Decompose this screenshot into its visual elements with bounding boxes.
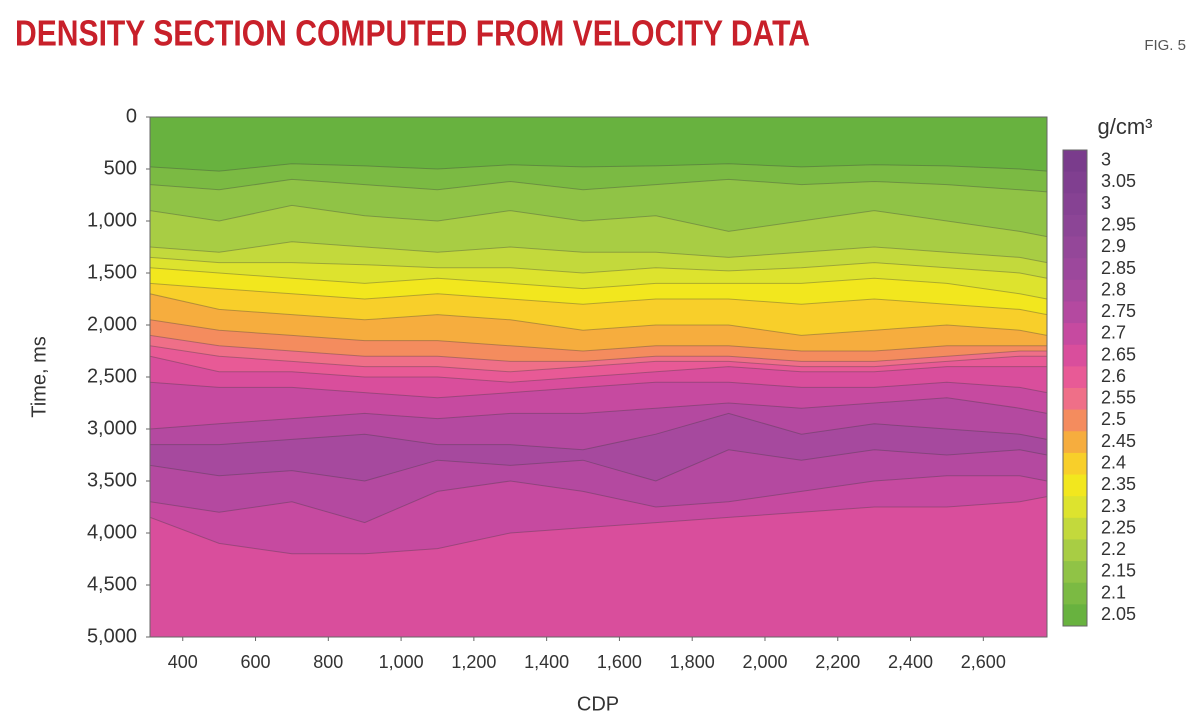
x-tick-label: 1,800 [670, 652, 715, 672]
contour-line [150, 449, 1047, 482]
colorbar-tick-label: 2.5 [1101, 409, 1126, 429]
x-tick-label: 2,600 [961, 652, 1006, 672]
y-tick-label: 5,000 [87, 625, 137, 647]
colorbar-swatch [1063, 517, 1087, 540]
colorbar-tick-label: 3 [1101, 150, 1111, 170]
colorbar-swatch [1063, 496, 1087, 519]
y-tick-label: 2,500 [87, 365, 137, 387]
colorbar-tick-label: 2.7 [1101, 323, 1126, 343]
x-tick-label: 2,200 [815, 652, 860, 672]
x-axis-label: CDP [577, 693, 619, 715]
colorbar-swatch [1063, 171, 1087, 194]
colorbar-swatch [1063, 193, 1087, 216]
colorbar-tick-label: 2.75 [1101, 301, 1136, 321]
colorbar-tick-label: 2.9 [1101, 236, 1126, 256]
colorbar-swatch [1063, 150, 1087, 173]
colorbar-swatch [1063, 474, 1087, 497]
colorbar-tick-label: 2.6 [1101, 366, 1126, 386]
colorbar-tick-label: 2.4 [1101, 452, 1126, 472]
contour-line [150, 412, 1047, 451]
y-tick-label: 0 [126, 105, 137, 127]
y-tick-label: 1,500 [87, 261, 137, 283]
figure-label: FIG. 5 [1144, 37, 1186, 54]
colorbar-swatch [1063, 604, 1087, 627]
colorbar-swatch [1063, 452, 1087, 476]
y-tick-label: 3,000 [87, 417, 137, 439]
y-tick-label: 500 [104, 157, 137, 179]
chart-title: DENSITY SECTION COMPUTED FROM VELOCITY D… [15, 13, 810, 54]
colorbar-label: g/cm³ [1098, 114, 1153, 139]
contour-band [150, 413, 1047, 481]
colorbar-tick-label: 2.05 [1101, 604, 1136, 624]
contour-line [150, 241, 1047, 264]
colorbar-swatch [1063, 279, 1087, 302]
colorbar-swatch [1063, 388, 1087, 411]
y-tick-label: 3,500 [87, 469, 137, 491]
colorbar-swatch [1063, 582, 1087, 605]
x-tick-label: 600 [241, 652, 271, 672]
x-tick-label: 2,400 [888, 652, 933, 672]
y-tick-label: 4,500 [87, 573, 137, 595]
colorbar-tick-label: 3.05 [1101, 171, 1136, 191]
colorbar-swatch [1063, 236, 1087, 259]
contour-line [150, 256, 1047, 279]
colorbar-swatch [1063, 431, 1087, 454]
y-axis-label: Time, ms [28, 336, 50, 417]
colorbar-tick-label: 2.1 [1101, 582, 1126, 602]
colorbar-tick-label: 2.55 [1101, 388, 1136, 408]
contour-line [150, 267, 1047, 300]
colorbar-tick-label: 3 [1101, 193, 1111, 213]
x-tick-label: 2,000 [742, 652, 787, 672]
colorbar-swatch [1063, 323, 1087, 346]
colorbar-swatch [1063, 409, 1087, 432]
contour-line [150, 397, 1047, 430]
contour-line [150, 355, 1047, 383]
contour-line [150, 282, 1047, 316]
colorbar-swatch [1063, 561, 1087, 584]
colorbar-tick-label: 2.35 [1101, 474, 1136, 494]
contour-line [150, 496, 1047, 555]
contour-line [150, 381, 1047, 399]
x-tick-label: 1,000 [379, 652, 424, 672]
plot-area [150, 117, 1047, 637]
colorbar-swatch [1063, 214, 1087, 238]
colorbar-swatch [1063, 301, 1087, 324]
colorbar-tick-label: 2.3 [1101, 496, 1126, 516]
x-tick-label: 400 [168, 652, 198, 672]
x-tick-label: 1,400 [524, 652, 569, 672]
contour-line [150, 204, 1047, 238]
x-tick-label: 1,600 [597, 652, 642, 672]
colorbar-swatch [1063, 366, 1087, 389]
colorbar-tick-label: 2.8 [1101, 279, 1126, 299]
colorbar-frame [1062, 149, 1088, 627]
colorbar-tick-label: 2.15 [1101, 561, 1136, 581]
y-tick-label: 4,000 [87, 521, 137, 543]
contour-line [150, 345, 1047, 373]
x-tick-label: 800 [313, 652, 343, 672]
contour-line [150, 334, 1047, 362]
contour-line [150, 293, 1047, 336]
colorbar-swatch [1063, 539, 1087, 562]
contour-line [150, 319, 1047, 352]
contour-line [150, 163, 1047, 172]
y-tick-label: 1,000 [87, 209, 137, 231]
contour-line [150, 475, 1047, 524]
colorbar-swatch [1063, 344, 1087, 367]
colorbar-tick-label: 2.65 [1101, 344, 1136, 364]
x-tick-label: 1,200 [451, 652, 496, 672]
contour-line [150, 178, 1047, 193]
colorbar-tick-label: 2.45 [1101, 431, 1136, 451]
colorbar-swatch [1063, 258, 1087, 281]
colorbar-tick-label: 2.95 [1101, 214, 1136, 234]
colorbar-tick-label: 2.2 [1101, 539, 1126, 559]
y-tick-label: 2,000 [87, 313, 137, 335]
colorbar-tick-label: 2.85 [1101, 258, 1136, 278]
colorbar-tick-label: 2.25 [1101, 517, 1136, 537]
